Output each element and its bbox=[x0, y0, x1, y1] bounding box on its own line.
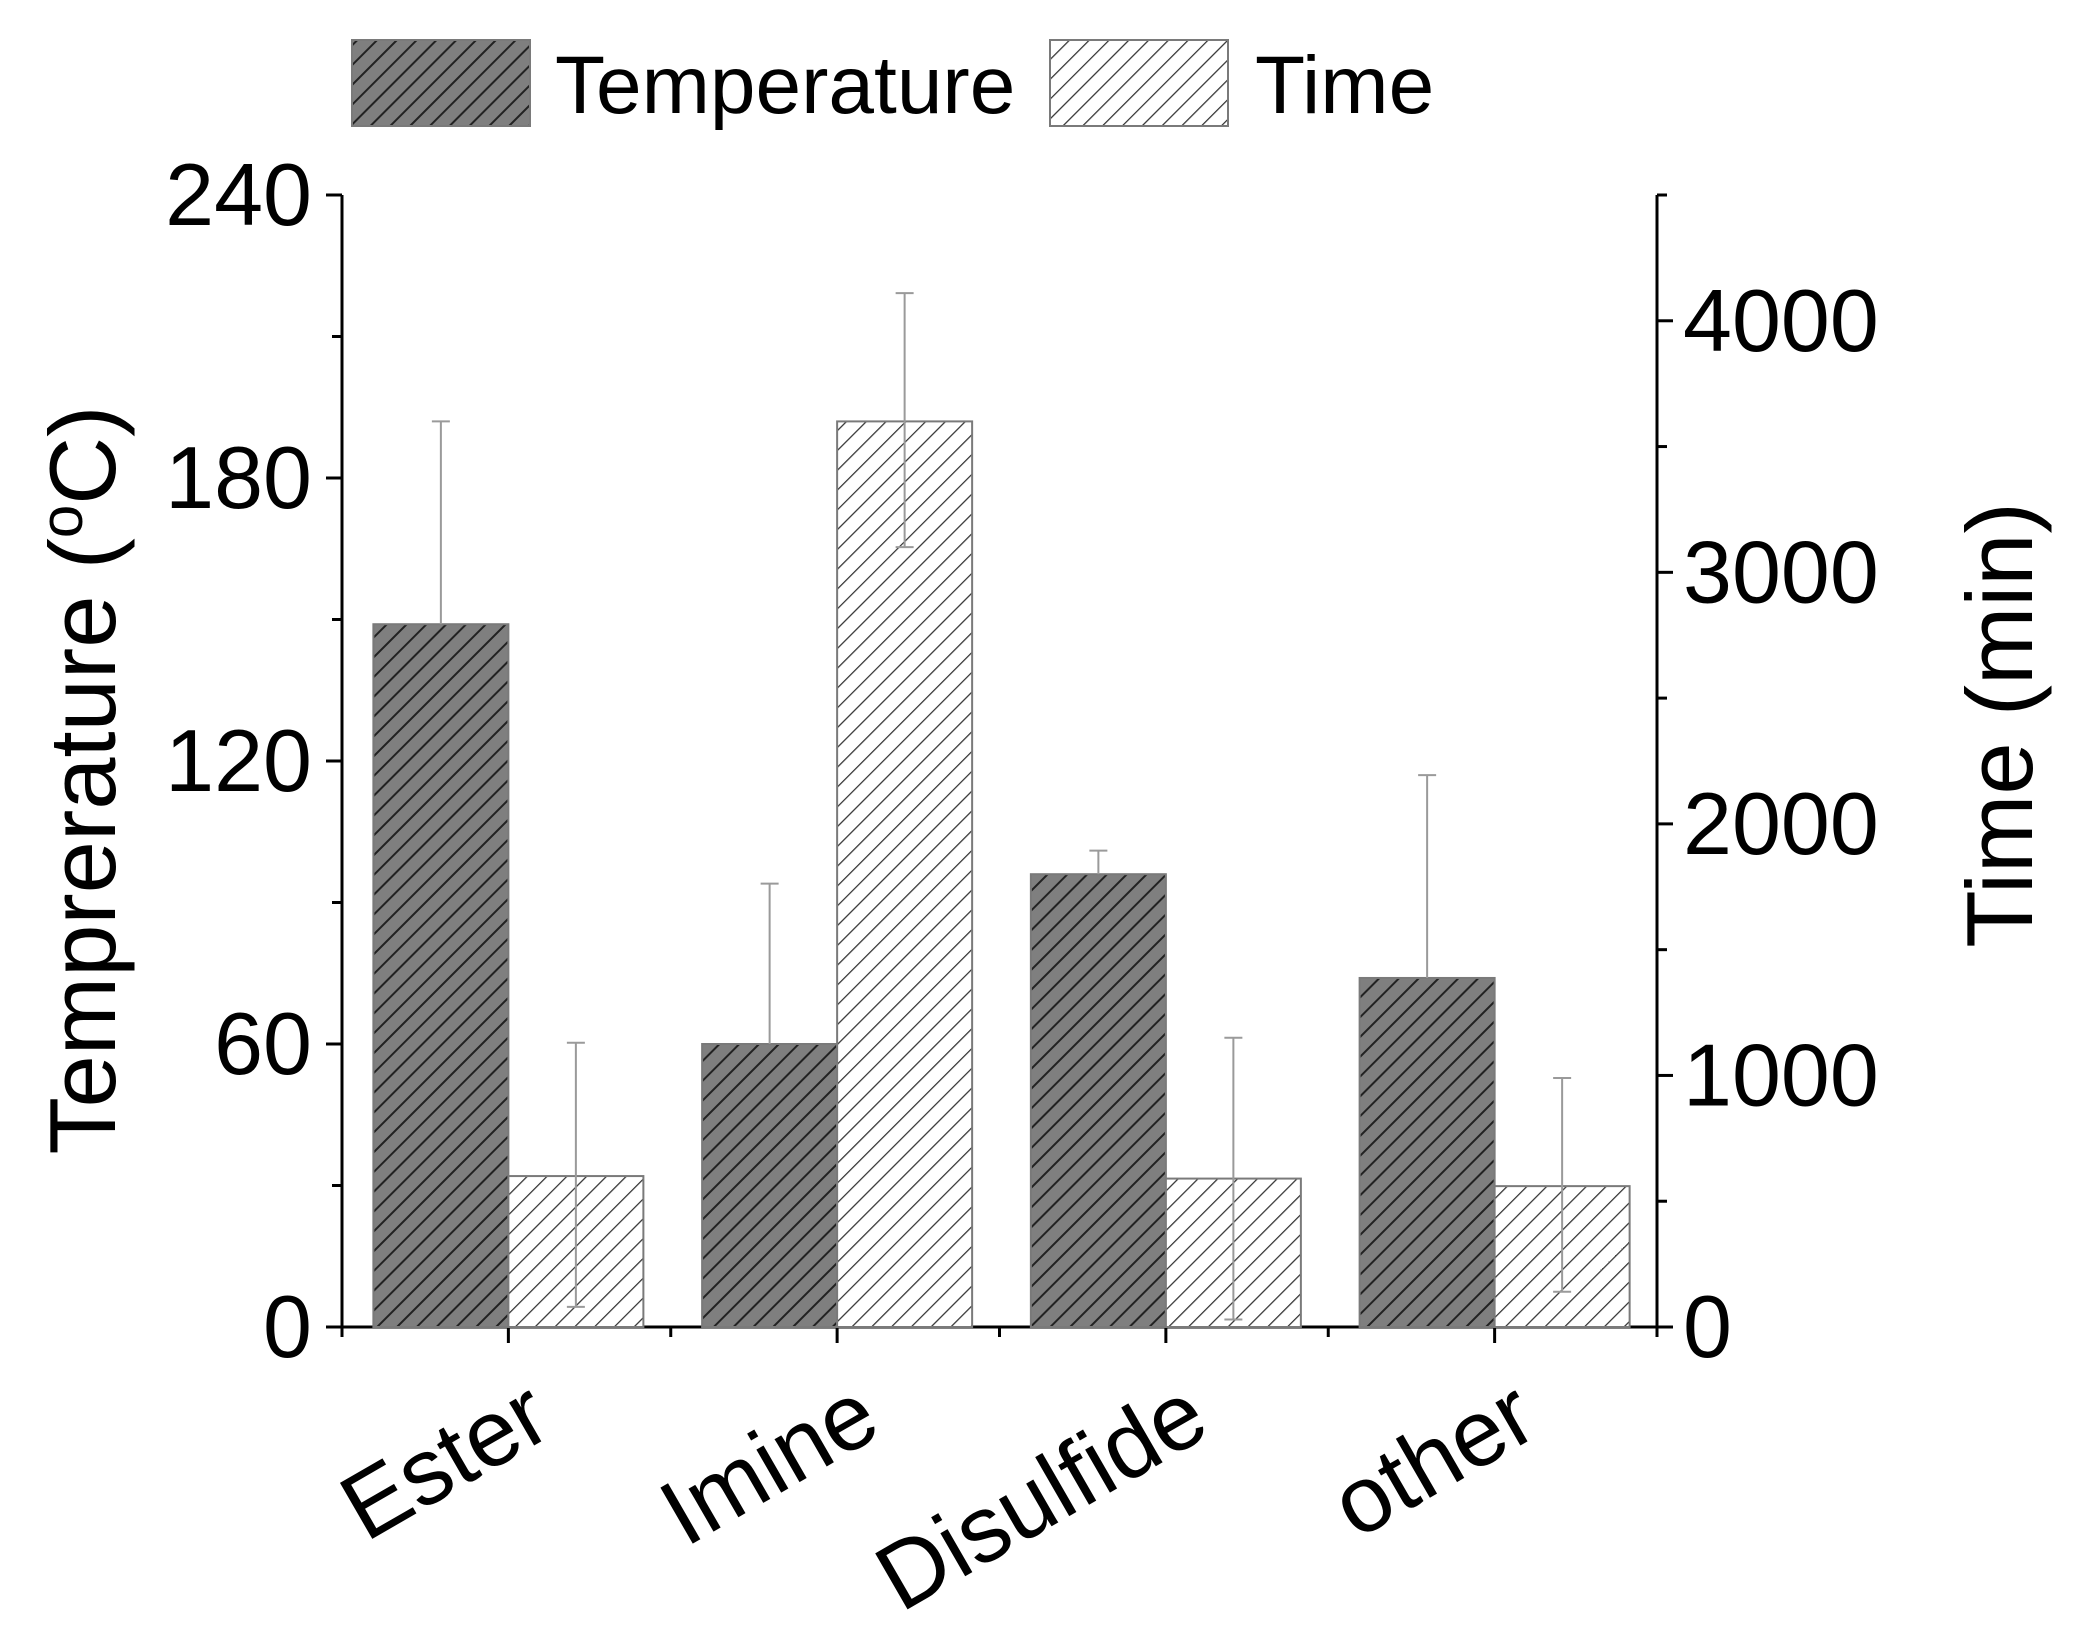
y-axis-title-main: Temprerature ( bbox=[30, 538, 135, 1154]
right-tick-label: 0 bbox=[1683, 1277, 1732, 1376]
y2-axis-title: Time (min) bbox=[1947, 502, 2052, 948]
bar-temperature bbox=[701, 1043, 839, 1328]
bar-temperature bbox=[372, 623, 510, 1328]
right-tick-label: 2000 bbox=[1683, 774, 1879, 873]
left-tick-label: 180 bbox=[165, 428, 312, 527]
right-tick-label: 4000 bbox=[1683, 271, 1879, 370]
y-axis-title-tail: C) bbox=[30, 406, 135, 505]
category-label: other bbox=[1314, 1359, 1552, 1557]
right-tick-label: 3000 bbox=[1683, 522, 1879, 621]
left-tick-label: 60 bbox=[214, 994, 312, 1093]
left-tick-label: 240 bbox=[165, 145, 312, 244]
y-axis-title: Temprerature (oC) bbox=[28, 406, 136, 1155]
legend: Temperature Time bbox=[351, 39, 1434, 131]
right-tick-label: 1000 bbox=[1683, 1025, 1879, 1124]
legend-swatch-temperature bbox=[351, 39, 531, 127]
category-label: Disulfide bbox=[858, 1359, 1223, 1630]
right-axis-ticks: 0 1000 2000 3000 4000 bbox=[1657, 193, 1879, 1376]
left-axis-ticks: 0 60 120 180 240 bbox=[165, 145, 342, 1376]
error-bars bbox=[431, 292, 1572, 1321]
x-axis-ticks bbox=[340, 1327, 1659, 1343]
bar-time bbox=[836, 420, 974, 1328]
bar-temperature bbox=[1358, 976, 1496, 1328]
left-tick-label: 0 bbox=[263, 1277, 312, 1376]
legend-label-time: Time bbox=[1255, 40, 1434, 131]
bars bbox=[372, 420, 1631, 1329]
legend-swatch-time bbox=[1049, 39, 1229, 127]
bar-temperature bbox=[1029, 873, 1167, 1328]
category-label: Ester bbox=[323, 1359, 566, 1560]
left-tick-label: 120 bbox=[165, 711, 312, 810]
y-axis-title-sup: o bbox=[28, 505, 95, 538]
legend-label-temperature: Temperature bbox=[555, 40, 1015, 131]
category-label: Imine bbox=[643, 1359, 895, 1565]
